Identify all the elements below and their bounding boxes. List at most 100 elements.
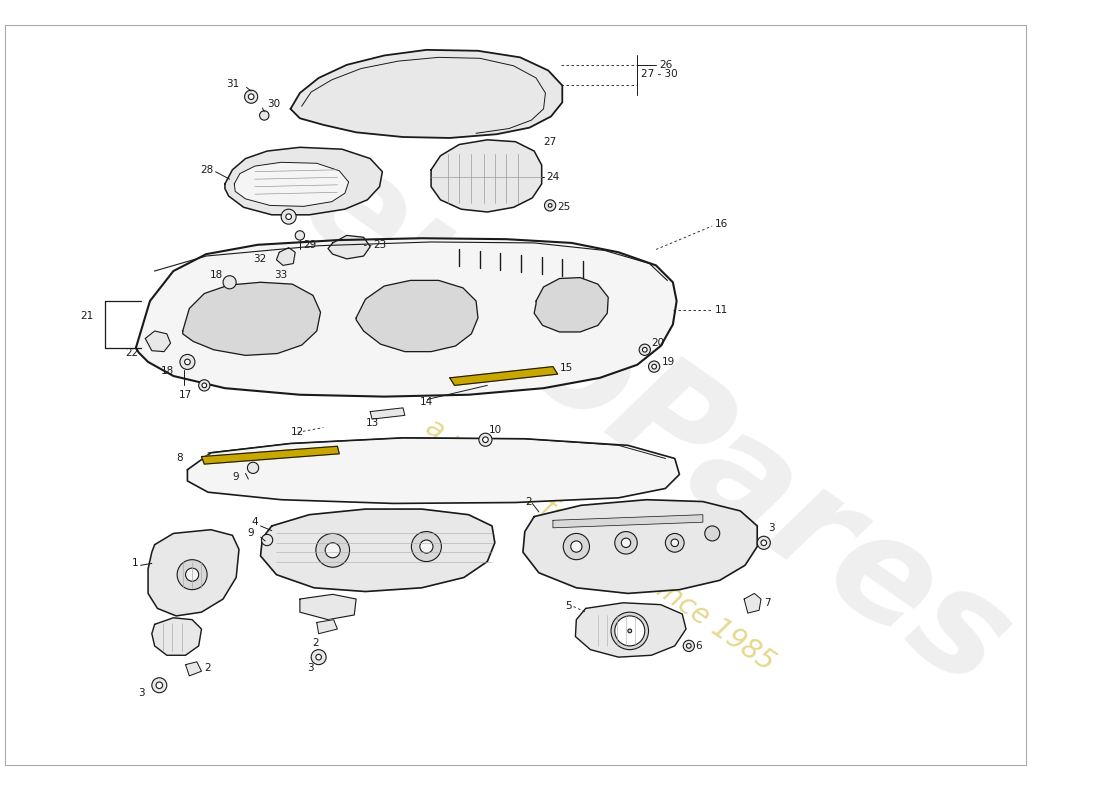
Circle shape [244, 90, 257, 103]
Polygon shape [276, 248, 295, 266]
Text: 16: 16 [715, 219, 728, 229]
Circle shape [316, 534, 350, 567]
Circle shape [649, 361, 660, 372]
Text: 2: 2 [312, 638, 319, 648]
Circle shape [671, 539, 679, 546]
Circle shape [563, 534, 590, 560]
Text: 19: 19 [661, 357, 675, 367]
Circle shape [683, 640, 694, 651]
Circle shape [223, 276, 236, 289]
Text: 6: 6 [695, 641, 702, 651]
Polygon shape [744, 594, 761, 613]
Circle shape [180, 354, 195, 370]
Circle shape [761, 540, 767, 546]
Text: 2: 2 [525, 497, 531, 506]
Text: 17: 17 [179, 390, 192, 400]
Text: 7: 7 [763, 598, 770, 608]
Circle shape [615, 531, 637, 554]
Polygon shape [201, 446, 339, 464]
Circle shape [652, 364, 657, 369]
Polygon shape [187, 438, 680, 503]
Polygon shape [183, 282, 320, 355]
Text: 8: 8 [176, 454, 183, 463]
Text: 22: 22 [125, 347, 139, 358]
Polygon shape [328, 235, 371, 259]
Polygon shape [261, 509, 495, 591]
Text: 3: 3 [139, 688, 145, 698]
Text: 4: 4 [251, 517, 257, 527]
Circle shape [544, 200, 556, 211]
Text: 3: 3 [307, 663, 314, 674]
Text: 23: 23 [373, 240, 386, 250]
Circle shape [757, 536, 770, 550]
Circle shape [316, 654, 321, 660]
Text: 18: 18 [161, 366, 174, 376]
Circle shape [666, 534, 684, 552]
Circle shape [248, 462, 258, 474]
Text: 13: 13 [365, 418, 378, 428]
Polygon shape [522, 500, 757, 594]
Text: 29: 29 [304, 240, 317, 250]
Text: 9: 9 [248, 529, 254, 538]
Circle shape [152, 678, 167, 693]
Text: 14: 14 [420, 398, 433, 407]
Circle shape [177, 560, 207, 590]
Text: 27 - 30: 27 - 30 [641, 70, 678, 79]
Text: 5: 5 [565, 601, 572, 610]
Text: 18: 18 [210, 270, 223, 280]
Text: 1: 1 [132, 558, 139, 569]
Circle shape [326, 543, 340, 558]
Circle shape [411, 531, 441, 562]
Circle shape [686, 643, 691, 648]
Polygon shape [553, 514, 703, 528]
Text: a passion for parts since 1985: a passion for parts since 1985 [420, 413, 780, 677]
Circle shape [186, 568, 199, 582]
Polygon shape [317, 620, 338, 634]
Polygon shape [290, 50, 562, 138]
Polygon shape [535, 278, 608, 332]
Polygon shape [224, 147, 383, 215]
Circle shape [478, 433, 492, 446]
Text: 33: 33 [275, 270, 288, 280]
Circle shape [286, 214, 292, 219]
Text: 25: 25 [558, 202, 571, 212]
Circle shape [249, 94, 254, 99]
Circle shape [615, 616, 645, 646]
Text: 32: 32 [253, 254, 266, 264]
Circle shape [642, 347, 647, 352]
Circle shape [628, 629, 631, 633]
Circle shape [610, 612, 649, 650]
Circle shape [571, 541, 582, 552]
Circle shape [311, 650, 326, 665]
Circle shape [295, 230, 305, 240]
Text: 9: 9 [232, 472, 239, 482]
Polygon shape [152, 618, 201, 655]
Polygon shape [371, 408, 405, 419]
Text: 30: 30 [267, 99, 280, 110]
Circle shape [202, 383, 207, 388]
Polygon shape [431, 140, 541, 212]
Circle shape [156, 682, 163, 689]
Polygon shape [136, 238, 676, 397]
Text: 2: 2 [205, 663, 211, 674]
Polygon shape [186, 662, 201, 676]
Text: 20: 20 [651, 338, 664, 348]
Text: 26: 26 [659, 60, 672, 70]
Circle shape [639, 344, 650, 355]
Text: 11: 11 [715, 306, 728, 315]
Polygon shape [145, 331, 170, 352]
Text: euroPares: euroPares [276, 127, 1036, 718]
Text: 28: 28 [200, 165, 213, 175]
Polygon shape [356, 281, 478, 352]
Polygon shape [148, 530, 239, 616]
Polygon shape [300, 594, 356, 620]
Text: 31: 31 [226, 78, 239, 89]
Polygon shape [234, 162, 349, 206]
Circle shape [705, 526, 719, 541]
Text: 10: 10 [490, 426, 503, 435]
Text: 21: 21 [80, 311, 94, 321]
Text: 24: 24 [547, 172, 560, 182]
Text: 12: 12 [290, 427, 304, 438]
Circle shape [260, 110, 270, 120]
Text: 27: 27 [543, 137, 557, 146]
